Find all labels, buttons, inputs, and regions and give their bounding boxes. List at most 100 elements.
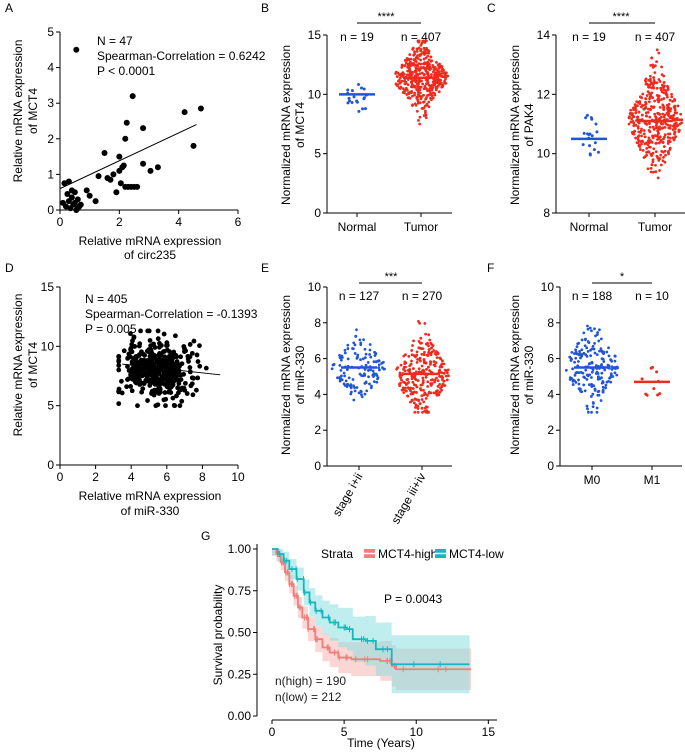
scatter-point — [189, 381, 195, 387]
panel-g-x-tick-label: 0 — [269, 725, 276, 739]
data-point — [668, 132, 672, 136]
panel-letter-c: C — [487, 1, 496, 15]
data-point — [421, 379, 425, 382]
scatter-point — [197, 343, 202, 349]
data-point — [394, 70, 398, 74]
km-n-low: n(low) = 212 — [275, 690, 342, 704]
data-point — [438, 383, 441, 386]
data-point — [636, 125, 640, 129]
data-point — [590, 134, 594, 138]
data-point — [353, 386, 357, 389]
data-point — [597, 339, 601, 343]
scatter-point — [132, 344, 138, 349]
panel-g-x-tick-label: 15 — [482, 725, 496, 739]
data-point — [408, 53, 412, 57]
data-point — [427, 348, 431, 351]
data-point — [415, 82, 419, 86]
data-point — [398, 371, 402, 375]
panel-e-category-label: stage i+ii — [330, 471, 366, 519]
data-point — [408, 96, 412, 100]
panel-a-correlation: Spearman-Correlation = 0.6242 — [97, 49, 266, 63]
data-point — [673, 130, 677, 134]
data-point — [648, 115, 652, 119]
data-point — [420, 364, 424, 368]
panel-f-category-label: M1 — [644, 473, 661, 487]
data-point — [650, 163, 654, 166]
data-point — [571, 367, 574, 371]
data-point — [422, 393, 426, 397]
data-point — [403, 381, 407, 385]
scatter-point — [142, 359, 147, 365]
data-point — [658, 135, 662, 139]
data-point — [647, 85, 651, 89]
data-point — [649, 366, 653, 370]
data-point — [606, 363, 610, 367]
data-point — [673, 124, 676, 128]
data-point — [645, 114, 648, 118]
data-point — [651, 170, 655, 174]
data-point — [586, 327, 590, 331]
data-point — [431, 80, 435, 84]
panel-d-plot: 0 5 10 15 0 2 4 6 8 10 — [41, 280, 245, 484]
scatter-point — [120, 162, 127, 169]
data-point — [399, 363, 403, 367]
data-point — [673, 127, 677, 131]
data-point — [590, 382, 594, 386]
data-point — [410, 392, 414, 396]
panel-a: A Relative mRNA expression of MCT4 Relat… — [5, 1, 266, 262]
data-point — [610, 365, 614, 369]
data-point — [419, 387, 422, 390]
data-point — [426, 410, 429, 414]
panel-b-category-label: Tumor — [404, 220, 438, 234]
data-point — [359, 393, 363, 397]
data-point — [661, 140, 665, 144]
data-point — [658, 392, 662, 396]
scatter-point — [147, 353, 153, 359]
scatter-point — [166, 382, 171, 388]
data-point — [443, 79, 446, 83]
data-point — [601, 390, 605, 394]
panel-g-x-tick-label: 10 — [410, 725, 424, 739]
scatter-point — [148, 343, 154, 349]
data-point — [651, 125, 655, 129]
data-point — [361, 107, 365, 111]
data-point — [405, 378, 409, 382]
scatter-point — [157, 353, 163, 359]
data-point — [588, 144, 592, 148]
scatter-point — [152, 353, 157, 358]
scatter-point — [194, 352, 200, 358]
data-point — [407, 58, 411, 62]
panel-d-y-tick-label: 10 — [41, 339, 55, 353]
panel-a-xlabel-line2: of circ235 — [124, 248, 176, 262]
data-point — [412, 53, 416, 57]
data-point — [593, 327, 596, 331]
scatter-point — [197, 105, 204, 112]
data-point — [340, 378, 344, 382]
data-point — [636, 115, 640, 119]
data-point — [568, 378, 572, 381]
data-point — [406, 65, 410, 69]
data-point — [377, 363, 381, 367]
data-point — [637, 130, 641, 134]
data-point — [415, 63, 418, 67]
data-point — [445, 378, 449, 382]
data-point — [445, 371, 449, 375]
panel-c-y-tick-label: 14 — [537, 28, 551, 42]
scatter-point — [116, 363, 122, 368]
data-point — [342, 371, 346, 375]
data-point — [643, 142, 647, 146]
data-point — [364, 363, 368, 367]
regression-line — [59, 124, 197, 190]
data-point — [652, 147, 656, 151]
data-point — [343, 374, 347, 378]
data-point — [662, 91, 666, 95]
data-point — [419, 66, 423, 69]
data-point — [650, 56, 654, 60]
data-point — [441, 85, 444, 89]
data-point — [404, 365, 407, 369]
data-point — [598, 328, 601, 332]
data-point — [651, 158, 655, 161]
data-point — [574, 348, 578, 352]
data-point — [362, 338, 365, 342]
data-point — [586, 340, 590, 343]
